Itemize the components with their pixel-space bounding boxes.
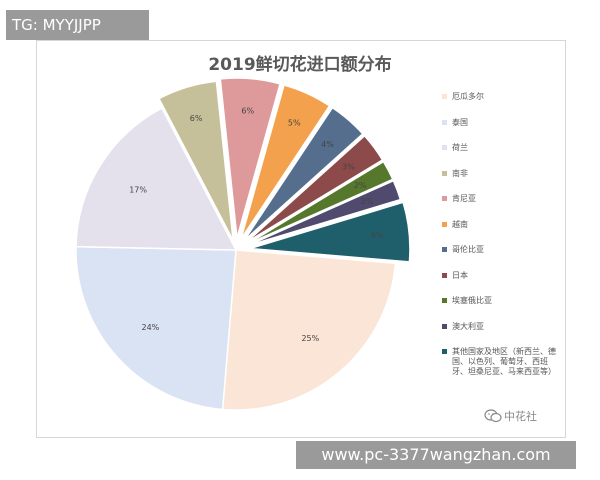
pie-slice [243,106,364,242]
legend-item: 日本 [442,271,560,281]
url-banner: www.pc-3377wangzhan.com [296,441,576,469]
pie-slice [75,107,238,251]
legend-item: 南非 [442,169,560,179]
legend-swatch [442,94,447,99]
slice-percent-label: 2% [361,197,374,206]
legend-item: 埃塞俄比亚 [442,296,560,306]
legend-label: 厄瓜多尔 [452,92,484,101]
legend-label: 澳大利亚 [452,321,484,331]
legend-swatch [442,170,447,176]
legend-swatch [442,196,447,201]
slice-percent-label: 4% [321,140,334,149]
slice-percent-label: 5% [288,119,301,128]
legend-label: 哥伦比亚 [452,245,484,254]
pie-slice [219,77,281,239]
pie-slice [246,179,402,247]
watermark: 中花社 [484,408,537,424]
slice-percent-label: 25% [301,334,319,343]
pie-slice [246,160,394,246]
legend-item: 泰国 [442,118,560,128]
wechat-icon [484,409,502,423]
slice-percent-label: 3% [342,163,355,172]
legend-swatch [442,272,447,278]
legend-swatch [442,323,447,329]
legend-item: 澳大利亚 [442,322,560,332]
pie-slice [221,249,397,411]
pie-slice [245,134,384,244]
pie-slice [75,245,237,411]
legend-swatch [442,119,447,125]
slice-percent-label: 6% [190,114,203,123]
legend-item: 厄瓜多尔 [442,92,560,102]
legend-swatch [442,247,447,252]
legend-label: 日本 [452,270,468,280]
legend-item: 荷兰 [442,143,560,153]
legend-label: 南非 [452,168,468,178]
legend-label: 荷兰 [452,143,468,152]
legend-swatch [442,298,447,303]
slice-percent-label: 17% [129,185,147,194]
pie-slice [240,84,331,240]
legend-label: 泰国 [452,117,468,127]
legend-label: 肯尼亚 [452,194,476,203]
chart-title: 2019鲜切花进口额分布 [208,55,392,75]
legend-label: 埃塞俄比亚 [452,296,492,305]
legend-item: 其他国家及地区（新西兰、德国、以色列、葡萄牙、西班牙、坦桑尼亚、马来西亚等） [442,347,560,377]
legend-swatch [442,349,447,354]
legend-item: 哥伦比亚 [442,245,560,255]
chart-legend: 厄瓜多尔泰国荷兰南非肯尼亚越南哥伦比亚日本埃塞俄比亚澳大利亚其他国家及地区（新西… [442,92,560,393]
legend-label: 其他国家及地区（新西兰、德国、以色列、葡萄牙、西班牙、坦桑尼亚、马来西亚等） [452,347,556,376]
pie-slice [157,80,234,241]
slice-percent-label: 2% [354,181,367,190]
slice-percent-label: 24% [141,323,159,332]
pie-slice [249,201,411,263]
legend-item: 越南 [442,220,560,230]
legend-swatch [442,145,447,150]
legend-swatch [442,221,447,227]
slice-percent-label: 6% [371,231,384,240]
legend-label: 越南 [452,219,468,229]
watermark-text: 中花社 [504,410,537,423]
legend-item: 肯尼亚 [442,194,560,204]
top-tag: TG: MYYJJPP [6,10,149,40]
slice-percent-label: 6% [241,106,254,115]
